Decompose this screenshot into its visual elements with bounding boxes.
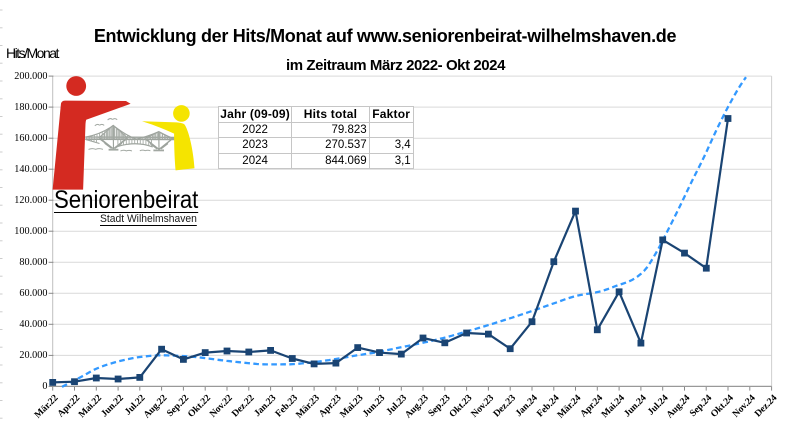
svg-text:Aug.22: Aug.22 — [141, 392, 169, 420]
svg-text:Jan.24: Jan.24 — [513, 392, 540, 419]
svg-text:Aug.24: Aug.24 — [664, 392, 692, 420]
svg-text:Sep.23: Sep.23 — [426, 392, 453, 419]
svg-text:Nov.24: Nov.24 — [730, 392, 757, 419]
svg-text:Dez.24: Dez.24 — [753, 392, 780, 419]
svg-text:Sep.22: Sep.22 — [165, 392, 192, 419]
svg-text:Mär.24: Mär.24 — [555, 392, 583, 420]
svg-text:Mai.22: Mai.22 — [76, 392, 104, 420]
svg-text:Jun.22: Jun.22 — [99, 392, 126, 419]
svg-text:Okt.24: Okt.24 — [709, 392, 736, 419]
svg-text:Nov.22: Nov.22 — [208, 392, 235, 419]
svg-text:Okt.23: Okt.23 — [447, 392, 474, 419]
svg-text:Mai.24: Mai.24 — [599, 392, 627, 420]
svg-text:Jan.23: Jan.23 — [252, 392, 279, 419]
svg-text:Nov.23: Nov.23 — [469, 392, 496, 419]
svg-text:Aug.23: Aug.23 — [403, 392, 431, 420]
svg-text:Jun.24: Jun.24 — [622, 392, 649, 419]
svg-text:Okt.22: Okt.22 — [186, 392, 213, 419]
svg-text:Mär.22: Mär.22 — [32, 392, 60, 420]
svg-text:Dez.23: Dez.23 — [491, 392, 518, 419]
svg-text:Jun.23: Jun.23 — [360, 392, 387, 419]
svg-text:Dez.22: Dez.22 — [230, 392, 257, 419]
svg-text:Mai.23: Mai.23 — [338, 392, 366, 420]
svg-text:Mär.23: Mär.23 — [294, 392, 322, 420]
